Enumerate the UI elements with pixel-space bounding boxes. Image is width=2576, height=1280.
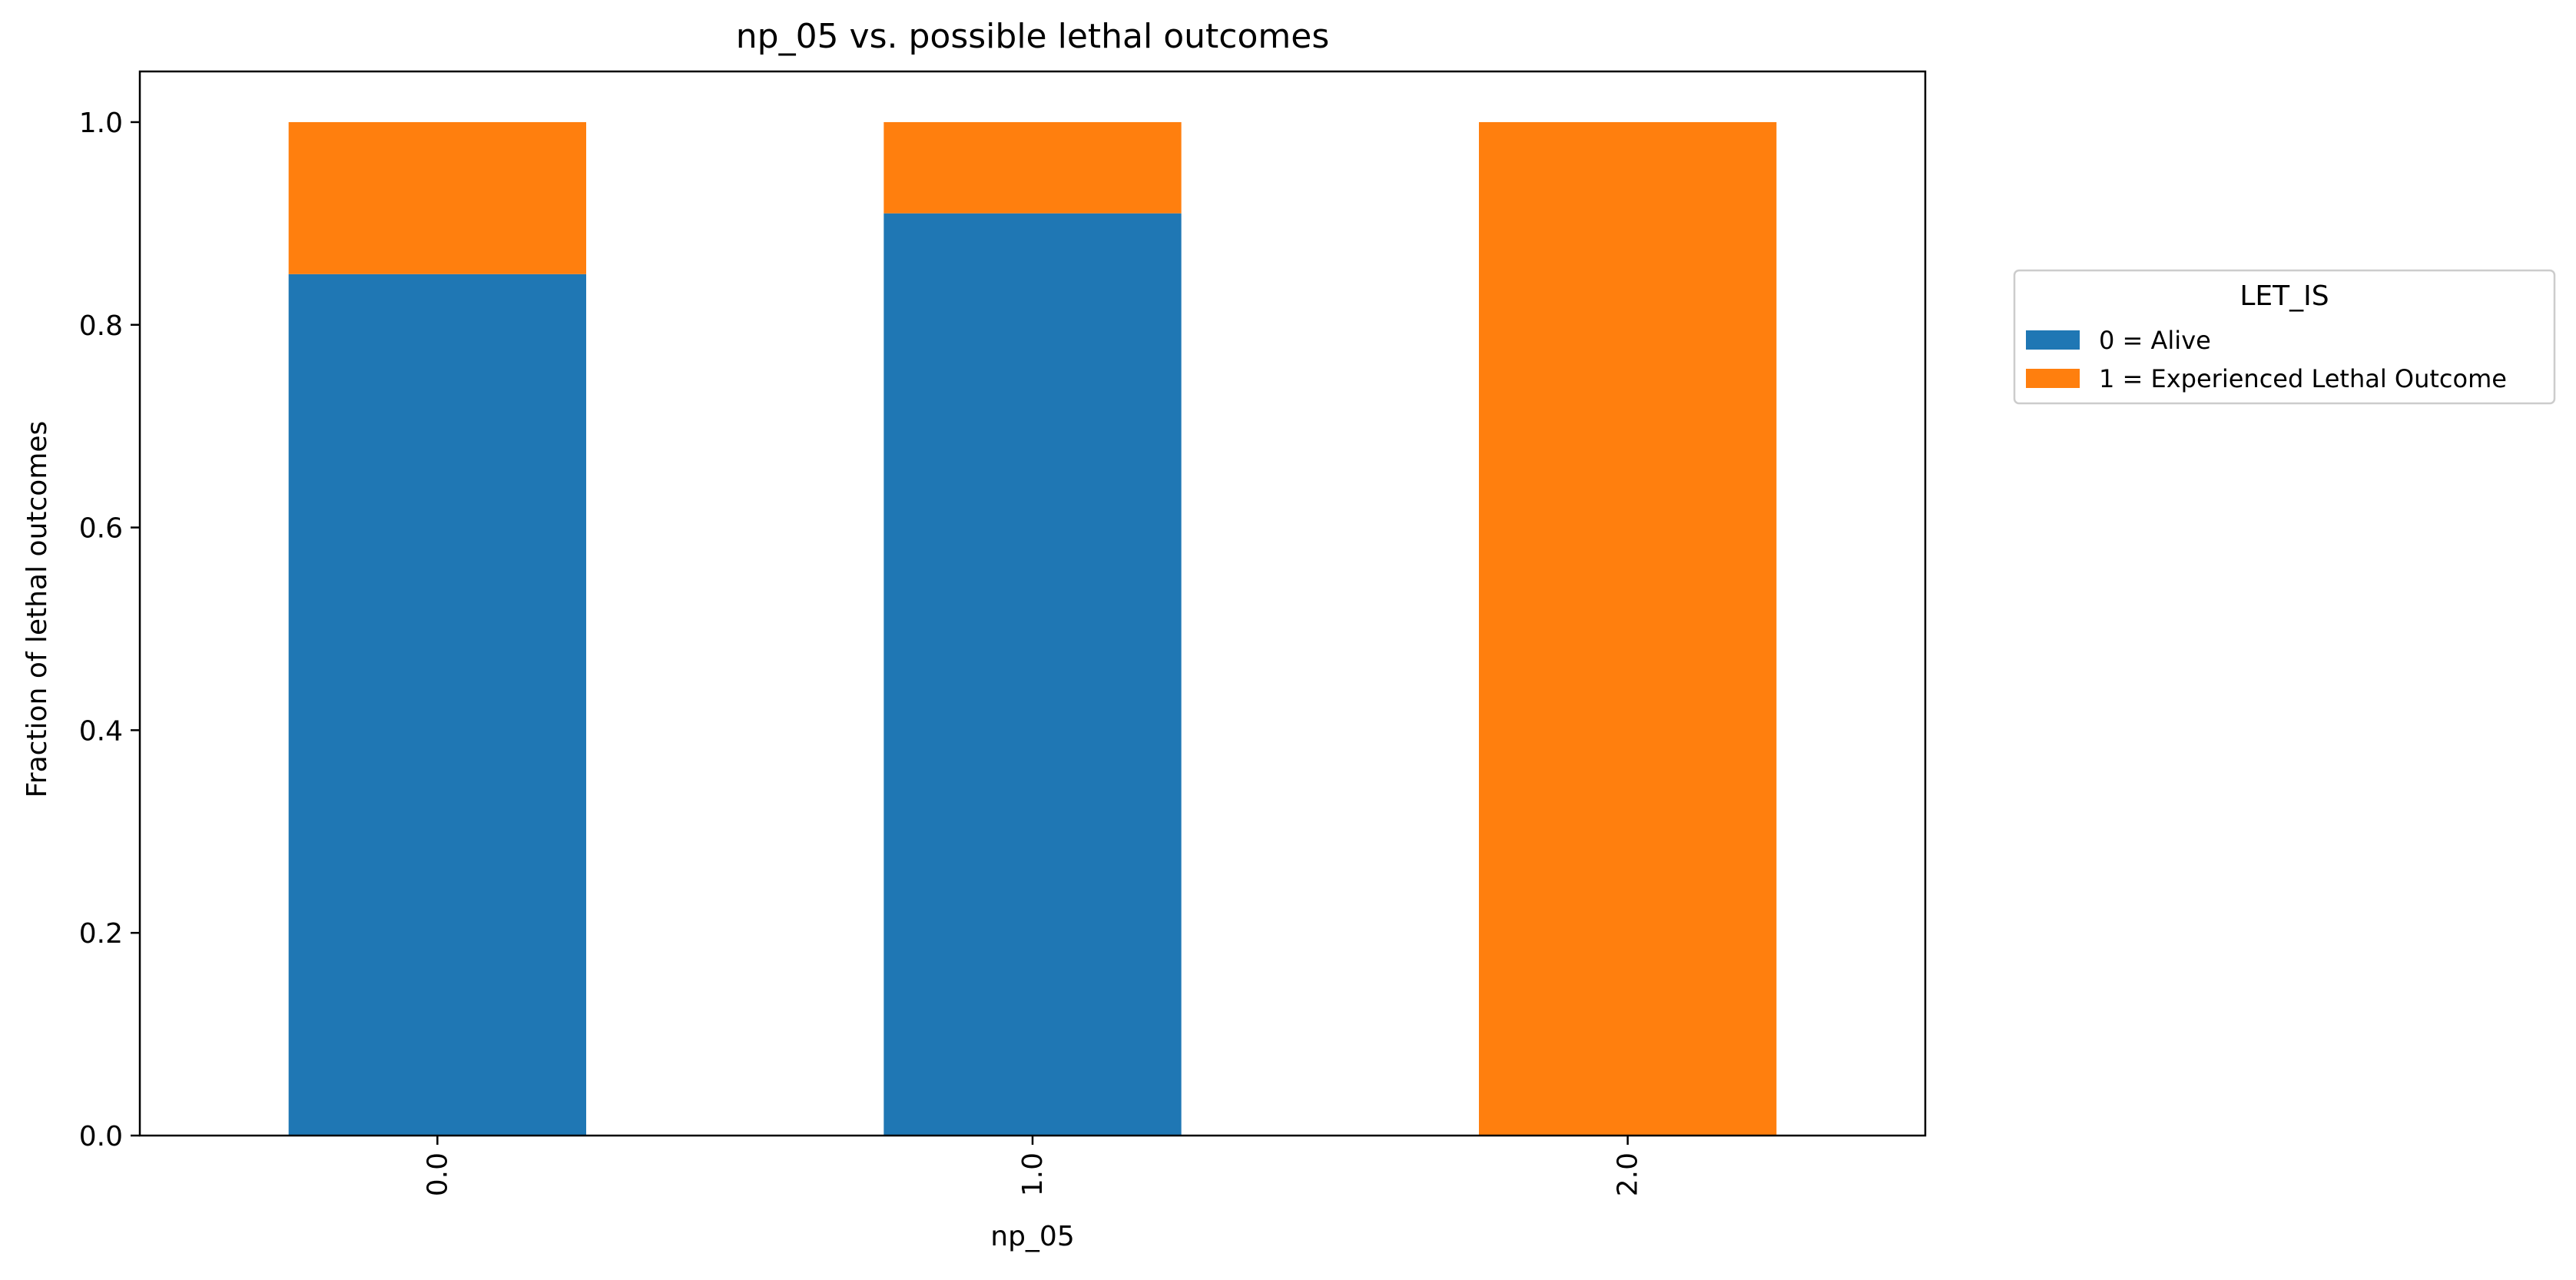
x-tick-label: 2.0 <box>1613 1152 1644 1196</box>
bars-layer <box>288 121 1777 1136</box>
y-tick-label: 0.0 <box>79 1121 123 1152</box>
legend-swatch-0 <box>2026 330 2080 350</box>
x-tick-label: 1.0 <box>1017 1152 1049 1196</box>
y-tick-label: 0.2 <box>79 918 123 950</box>
chart-title: np_05 vs. possible lethal outcomes <box>736 17 1330 56</box>
y-axis-label: Fraction of lethal outcomes <box>22 421 53 798</box>
bar-segment-1.0-series-1 <box>884 121 1182 214</box>
y-tick-label: 0.8 <box>79 310 123 342</box>
bar-segment-1.0-series-0 <box>884 213 1182 1136</box>
legend-label-0: 0 = Alive <box>2099 326 2211 355</box>
legend: LET_IS 0 = Alive 1 = Experienced Lethal Ou… <box>2013 269 2556 405</box>
y-tick-label: 0.4 <box>79 715 123 747</box>
legend-box <box>2013 269 2556 405</box>
y-tick-label: 1.0 <box>79 108 123 139</box>
x-axis-label: np_05 <box>990 1221 1074 1252</box>
legend-label-1: 1 = Experienced Lethal Outcome <box>2099 364 2507 393</box>
bar-segment-0.0-series-0 <box>288 274 586 1136</box>
bar-segment-0.0-series-1 <box>288 121 586 274</box>
x-tick-label: 0.0 <box>422 1152 453 1196</box>
y-tick-label: 0.6 <box>79 513 123 545</box>
axes-layer: 0.0 0.2 0.4 0.6 0.8 1.0 0.0 1.0 2.0 <box>79 70 1927 1196</box>
bar-segment-2.0-series-1 <box>1479 121 1777 1136</box>
legend-title: LET_IS <box>2239 280 2329 312</box>
legend-swatch-1 <box>2026 369 2080 388</box>
